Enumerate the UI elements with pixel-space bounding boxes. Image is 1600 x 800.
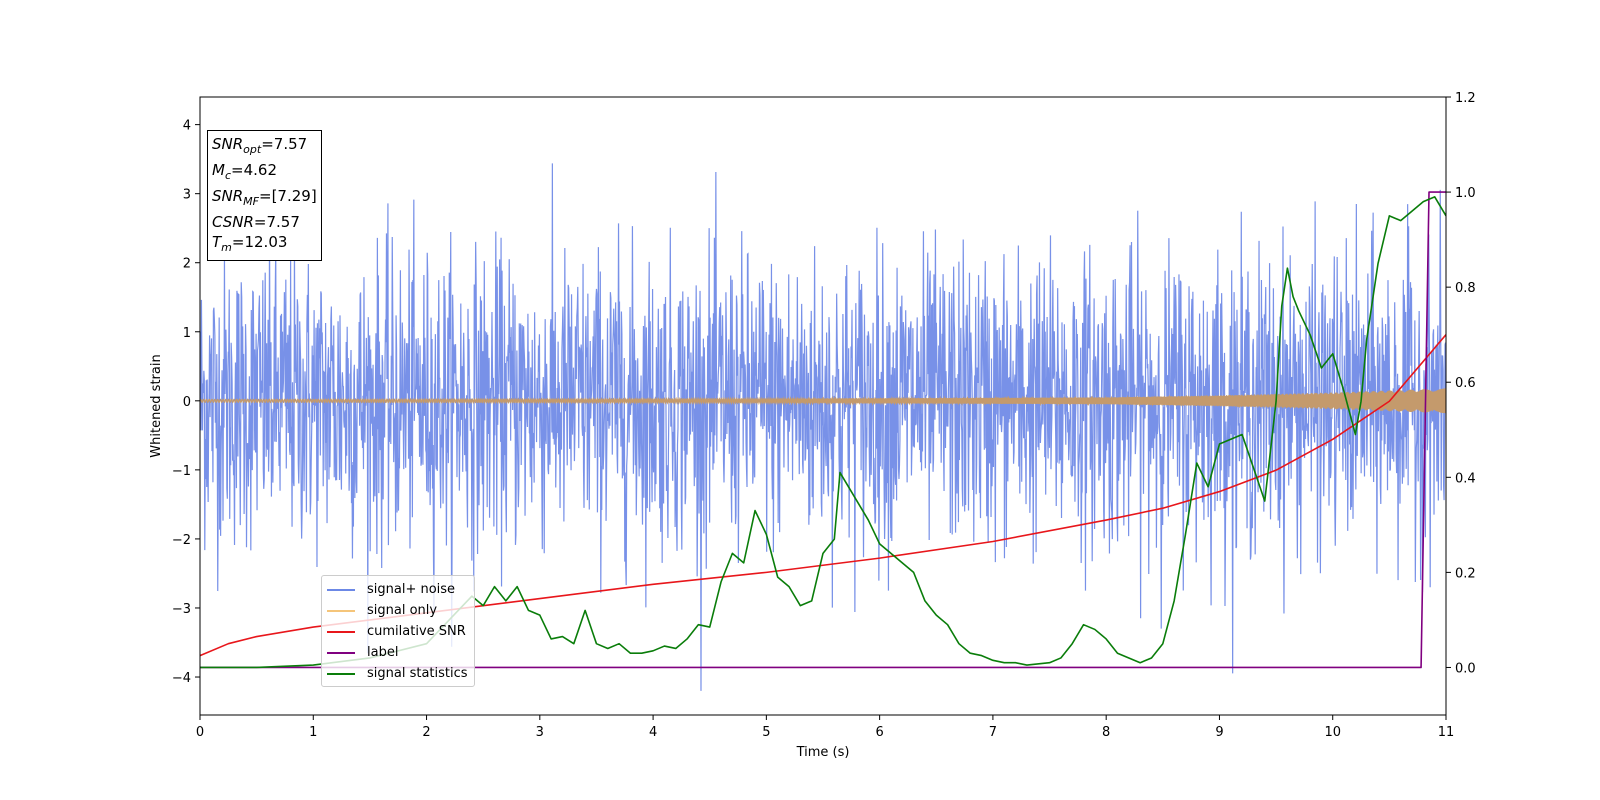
legend-swatch-signal-noise [327,588,355,591]
legend-swatch-label [327,651,355,654]
legend-label-cumulative-snr: cumilative SNR [367,624,466,639]
x-tick-label: 1 [309,725,317,740]
x-axis-label: Time (s) [796,745,850,760]
y-right-tick-label: 0.4 [1455,471,1476,486]
x-tick-label: 3 [536,725,544,740]
series-label-line [200,191,1446,669]
legend-item-signal-noise: signal+ noise [327,579,468,600]
legend-label-signal-statistics: signal statistics [367,666,468,681]
mc-value: 4.62 [243,161,277,179]
x-tick-label: 7 [989,725,997,740]
snr-mf-line: SNRMF=[7.29] [212,187,317,208]
series-signal-noise-line [200,163,1446,691]
snr-opt-line: SNRopt=7.57 [212,135,308,156]
x-tick-label: 8 [1102,725,1110,740]
series-signal-statistics-line [200,196,1446,669]
y-right-tick-label: 0.6 [1455,376,1476,391]
tm-value: 12.03 [244,233,288,251]
legend-swatch-signal-only [327,609,355,612]
x-tick-label: 4 [649,725,657,740]
legend-label-signal-only: signal only [367,603,438,618]
legend-item-signal-statistics: signal statistics [327,663,468,684]
y-left-tick-label: −3 [172,602,191,617]
legend-item-cumulative-snr: cumilative SNR [327,621,468,642]
series-cumulative-snr-line [200,334,1446,657]
mc-line: Mc=4.62 [212,161,277,182]
y-right-tick-label: 0.2 [1455,566,1476,581]
csnr-value: 7.57 [266,213,300,231]
snr-opt-value: 7.57 [273,135,308,153]
y-left-tick-label: −4 [172,671,191,686]
snr-mf-value: [7.29] [271,187,317,205]
legend-label-label: label [367,645,399,660]
series-signal-only-line [200,388,1446,414]
y-right-tick-label: 0.0 [1455,661,1476,676]
x-tick-label: 0 [196,725,204,740]
x-tick-label: 10 [1324,725,1341,740]
y-axis-label: Whitened strain [149,354,164,457]
legend-swatch-signal-statistics [327,672,355,675]
y-right-tick-label: 1.2 [1455,91,1476,106]
y-left-tick-label: 4 [183,119,191,134]
y-left-tick-label: 0 [183,395,191,410]
csnr-line: CSNR=7.57 [212,213,300,231]
legend-item-label: label [327,642,468,663]
stats-annotation-box: SNRopt=7.57 Mc=4.62 SNRMF=[7.29] CSNR=7.… [207,130,322,261]
x-tick-label: 5 [762,725,770,740]
y-left-tick-label: −2 [172,533,191,548]
x-tick-label: 6 [875,725,883,740]
x-tick-label: 9 [1215,725,1223,740]
x-tick-label: 11 [1438,725,1455,740]
y-left-tick-label: 1 [183,326,191,341]
legend-item-signal-only: signal only [327,600,468,621]
plot-frame [199,96,1447,716]
y-left-tick-label: −1 [172,464,191,479]
y-left-tick-label: 3 [183,188,191,203]
legend: signal+ noise signal only cumilative SNR… [321,575,475,687]
tm-line: Tm=12.03 [212,233,288,254]
y-left-tick-label: 2 [183,257,191,272]
y-right-tick-label: 0.8 [1455,281,1476,296]
legend-swatch-cumulative-snr [327,630,355,633]
y-right-tick-label: 1.0 [1455,186,1476,201]
x-tick-label: 2 [422,725,430,740]
legend-label-signal-noise: signal+ noise [367,582,456,597]
